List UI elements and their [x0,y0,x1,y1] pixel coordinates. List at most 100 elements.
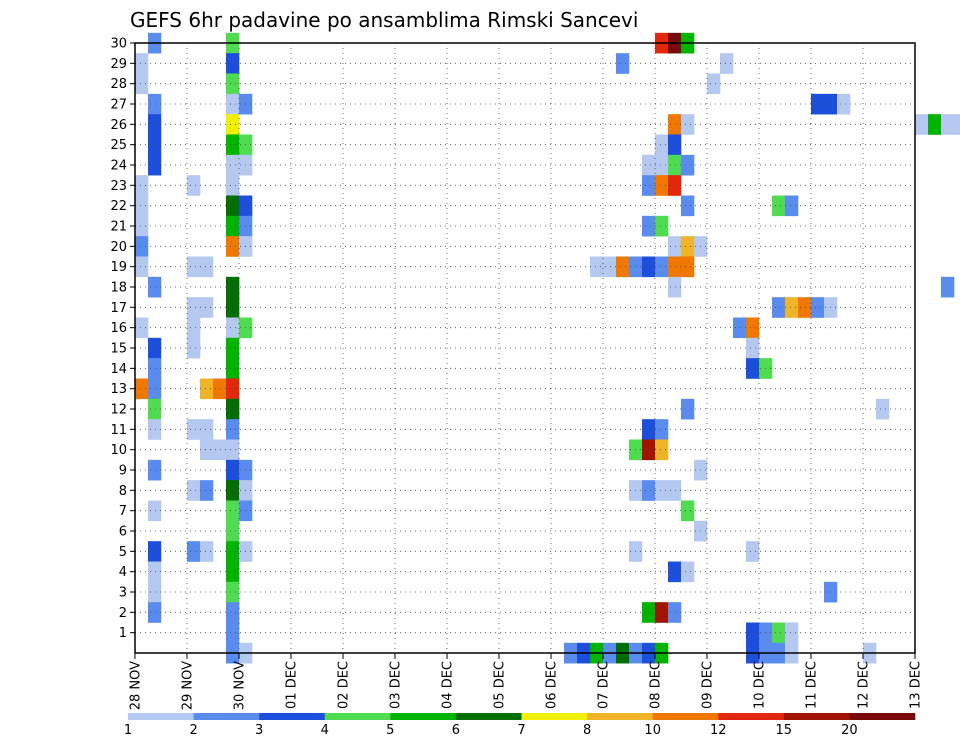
heatmap-cell [226,297,240,318]
heatmap-cell [655,154,669,176]
y-tick-label: 12 [110,403,127,418]
heatmap-cell [226,378,240,400]
heatmap-cell [785,297,799,318]
heatmap-cell [720,53,734,74]
heatmap-cell [135,53,149,74]
heatmap-cell [668,602,682,623]
heatmap-cell [226,337,240,359]
colorbar-segment [849,713,916,720]
heatmap-cell [746,358,760,379]
heatmap-cell [226,500,240,522]
heatmap-cell [148,500,162,522]
x-tick-label: 11 DEC [805,661,820,709]
heatmap-cell [226,398,240,420]
heatmap-cell [135,236,149,257]
x-axis-ticks: 28 NOV 29 NOV 30 NOV 01 DEC 02 DEC 03 DEC 04 D… [129,653,924,710]
heatmap-cell [655,256,669,278]
heatmap-cell [746,317,760,339]
heatmap-cell [226,317,240,339]
y-tick-label: 20 [110,240,127,255]
heatmap-cell [187,541,201,562]
heatmap-cell [226,175,240,196]
heatmap-cell [681,154,695,176]
heatmap-cell [733,317,747,339]
heatmap-cell [837,93,851,115]
x-tick-label: 30 NOV [233,661,248,710]
colorbar-segment [521,713,588,720]
x-tick-label: 02 DEC [337,661,352,709]
heatmap-cell [226,358,240,379]
heatmap-cell [928,114,942,135]
heatmap-cell [785,622,799,644]
heatmap-cell [681,256,695,278]
heatmap-cell [187,337,201,359]
heatmap-cell [213,439,227,461]
heatmap-cell [187,480,201,501]
y-tick-label: 17 [110,301,127,316]
heatmap-cell [226,520,240,542]
heatmap-cell [746,541,760,562]
heatmap-cell [226,114,240,135]
heatmap-cell [226,602,240,623]
heatmap-cell [642,175,656,196]
heatmap-cell [187,317,201,339]
colorbar-label: 6 [452,723,460,738]
heatmap-cell [616,256,630,278]
x-tick-label: 09 DEC [701,661,716,709]
y-tick-label: 4 [119,565,127,580]
y-tick-label: 16 [110,321,127,336]
heatmap-cell [681,114,695,135]
colorbar-segment [193,713,260,720]
heatmap-cell [590,256,604,278]
heatmap-cell [148,419,162,440]
heatmap-cell [655,215,669,237]
x-tick-label: 03 DEC [389,661,404,709]
heatmap-cell [941,114,955,135]
y-tick-label: 11 [110,423,127,438]
heatmap-cell [226,215,240,237]
heatmap-cell [954,114,960,135]
y-tick-label: 3 [119,586,127,601]
x-tick-label: 07 DEC [597,661,612,709]
y-tick-label: 2 [119,606,127,621]
x-tick-label: 05 DEC [493,661,508,709]
heatmap-cell [148,154,162,176]
y-tick-label: 28 [110,77,127,92]
colorbar-label: 8 [583,723,591,738]
colorbar-label: 7 [517,723,525,738]
colorbar-segment [128,713,194,720]
heatmap-cell [226,419,240,440]
y-axis-ticks: 1234567891011121314151617181920212223242… [110,37,135,641]
heatmap-cell [668,134,682,156]
y-tick-label: 26 [110,118,127,133]
heatmap-cell [187,256,201,278]
x-tick-label: 04 DEC [441,661,456,709]
colorbar-label: 12 [710,723,727,738]
heatmap-cell [200,541,214,562]
heatmap-cell [798,297,812,318]
heatmap-cell [681,500,695,522]
x-tick-label: 13 DEC [909,661,924,709]
heatmap-cell [668,175,682,196]
heatmap-cell [876,398,890,420]
heatmap-cell [746,622,760,644]
heatmap-cell [681,398,695,420]
heatmap-cell [668,256,682,278]
heatmap-cell [681,561,695,583]
heatmap-cell [148,358,162,379]
x-tick-label: 06 DEC [545,661,560,709]
heatmap-cell [226,561,240,583]
heatmap-cell [135,73,149,95]
heatmap-cell [603,256,617,278]
y-tick-label: 24 [110,159,127,174]
colorbar-label: 2 [189,723,197,738]
y-tick-label: 21 [110,220,127,235]
y-tick-label: 23 [110,179,127,194]
heatmap-cell [642,419,656,440]
x-tick-label: 12 DEC [857,661,872,709]
heatmap-cell [811,93,825,115]
heatmap-cell [148,459,162,481]
heatmap-cell [655,419,669,440]
heatmap-cell [200,480,214,501]
